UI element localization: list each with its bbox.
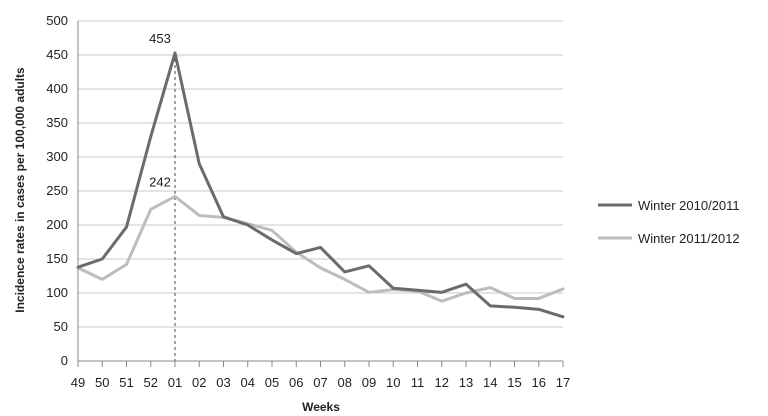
x-tick-label: 14 xyxy=(483,375,497,390)
y-tick-label: 350 xyxy=(46,115,68,130)
x-axis-title: Weeks xyxy=(302,400,340,414)
x-tick-label: 02 xyxy=(192,375,206,390)
series-lines xyxy=(76,51,565,319)
y-tick-label: 300 xyxy=(46,149,68,164)
y-tick-label: 150 xyxy=(46,251,68,266)
y-tick-label: 250 xyxy=(46,183,68,198)
x-tick-label: 11 xyxy=(411,375,425,390)
x-tick-label: 51 xyxy=(119,375,133,390)
x-tick-label: 16 xyxy=(532,375,546,390)
x-tick-label: 49 xyxy=(71,375,85,390)
x-tick-label: 06 xyxy=(289,375,303,390)
annotation-label: 242 xyxy=(149,174,171,189)
x-tick-label: 09 xyxy=(362,375,376,390)
x-tick-label: 12 xyxy=(435,375,449,390)
y-tick-labels: 0 50 100 150 200 250 300 350 400 450 500 xyxy=(46,13,68,368)
y-tick-label: 500 xyxy=(46,13,68,28)
y-axis-title: Incidence rates in cases per 100,000 adu… xyxy=(13,67,27,313)
y-tick-label: 200 xyxy=(46,217,68,232)
y-tick-label: 50 xyxy=(54,319,68,334)
x-tick-label: 52 xyxy=(144,375,158,390)
axes xyxy=(77,21,564,367)
x-tick-labels: 49 50 51 52 01 02 03 04 05 06 07 08 09 10 11 12 13 14 15 16… xyxy=(71,375,570,390)
y-tick-label: 450 xyxy=(46,47,68,62)
x-tick-label: 13 xyxy=(459,375,473,390)
x-tick-label: 17 xyxy=(556,375,570,390)
legend-label: Winter 2010/2011 xyxy=(638,198,740,213)
y-tick-label: 0 xyxy=(61,353,68,368)
series-line-1 xyxy=(76,51,565,319)
x-tick-label: 04 xyxy=(241,375,255,390)
x-tick-label: 07 xyxy=(313,375,327,390)
x-tick-label: 50 xyxy=(95,375,109,390)
x-tick-label: 01 xyxy=(168,375,182,390)
x-tick-label: 08 xyxy=(338,375,352,390)
legend: Winter 2010/2011 Winter 2011/2012 xyxy=(598,198,740,246)
series-line-2 xyxy=(76,194,565,303)
annotations: 453 242 xyxy=(149,31,171,189)
x-tick-label: 05 xyxy=(265,375,279,390)
x-tick-label: 10 xyxy=(386,375,400,390)
x-tick-label: 15 xyxy=(507,375,521,390)
x-tick-label: 03 xyxy=(216,375,230,390)
annotation-label: 453 xyxy=(149,31,171,46)
gridlines xyxy=(78,20,563,328)
y-tick-label: 400 xyxy=(46,81,68,96)
legend-label: Winter 2011/2012 xyxy=(638,231,740,246)
y-tick-label: 100 xyxy=(46,285,68,300)
